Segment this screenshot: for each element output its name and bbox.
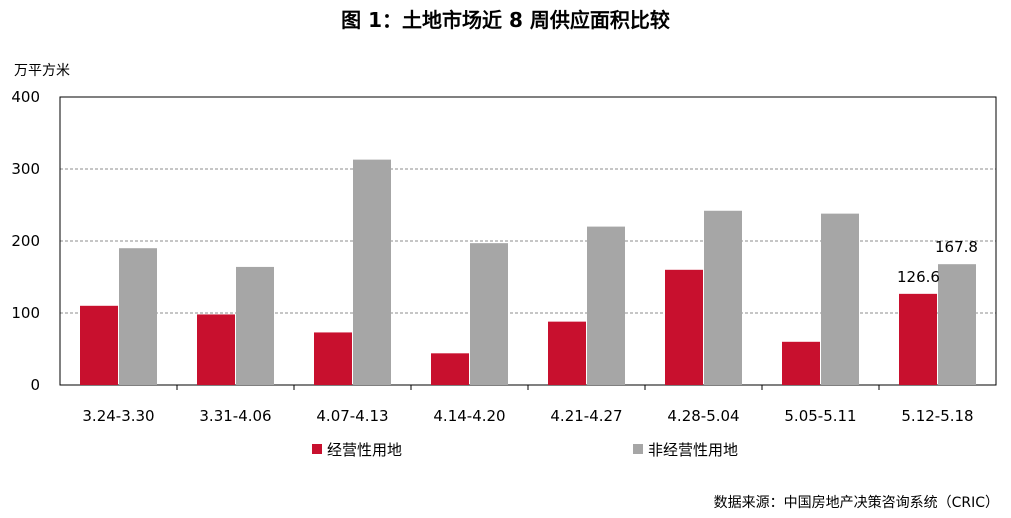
legend-swatch (633, 444, 643, 454)
bar-operating-land (665, 269, 703, 385)
bar-operating-land (431, 353, 469, 385)
legend-swatch (312, 444, 322, 454)
x-tick-label: 3.24-3.30 (82, 407, 154, 425)
x-tick-label: 3.31-4.06 (199, 407, 271, 425)
y-tick-label: 400 (11, 88, 40, 106)
y-axis-unit-label: 万平方米 (14, 63, 70, 79)
y-tick-label: 200 (11, 232, 40, 250)
bar-non-operating-land (470, 243, 508, 385)
source-note: 数据来源：中国房地产决策咨询系统（CRIC） (713, 495, 999, 511)
bar-operating-land (782, 341, 820, 385)
x-tick-label: 4.21-4.27 (550, 407, 622, 425)
bar-operating-land (197, 314, 235, 385)
y-tick-label: 300 (11, 160, 40, 178)
bar-non-operating-land (119, 248, 157, 385)
bar-operating-land (899, 293, 937, 385)
bar-operating-land (314, 332, 352, 385)
bar-operating-land (548, 321, 586, 385)
x-tick-label: 4.14-4.20 (433, 407, 505, 425)
x-tick-label: 4.28-5.04 (667, 407, 739, 425)
bar-non-operating-land (587, 226, 625, 385)
x-tick-label: 5.05-5.11 (784, 407, 856, 425)
legend-label: 经营性用地 (327, 441, 402, 459)
legend-label: 非经营性用地 (648, 441, 738, 459)
x-tick-label: 4.07-4.13 (316, 407, 388, 425)
y-tick-label: 0 (30, 376, 40, 394)
data-label: 167.8 (935, 238, 978, 256)
data-label: 126.6 (897, 268, 940, 286)
bar-non-operating-land (938, 264, 976, 385)
y-tick-label: 100 (11, 304, 40, 322)
bar-non-operating-land (353, 159, 391, 385)
chart-title: 图 1：土地市场近 8 周供应面积比较 (341, 8, 670, 32)
bar-non-operating-land (236, 266, 274, 385)
bar-non-operating-land (821, 213, 859, 385)
x-tick-label: 5.12-5.18 (901, 407, 973, 425)
bar-operating-land (80, 305, 118, 385)
bar-non-operating-land (704, 210, 742, 385)
